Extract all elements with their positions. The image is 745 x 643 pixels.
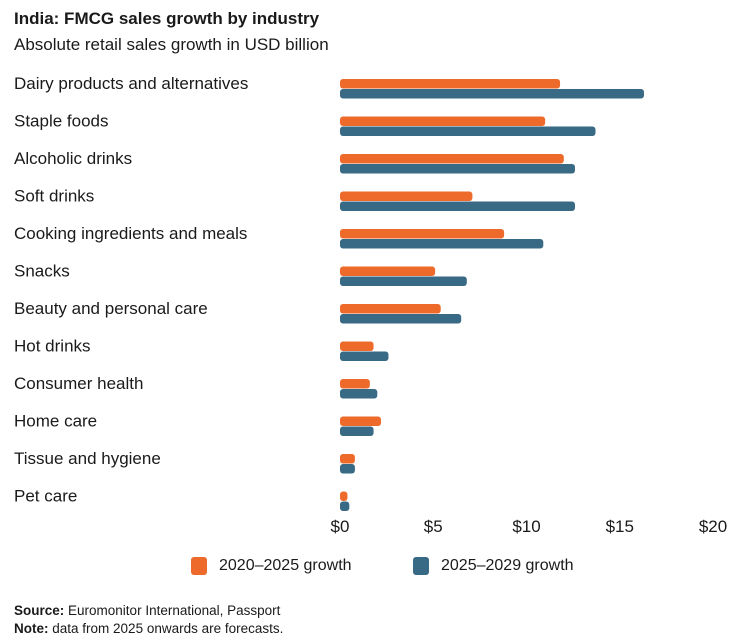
bar-beauty-and-personal-care-2025-2029 [340,314,462,324]
category-label-dairy-products-and-alternatives: Dairy products and alternatives [14,74,248,93]
note-label: Note: [14,621,49,636]
bar-soft-drinks-2020-2025 [340,191,473,201]
x-tick-label-15: $15 [606,517,634,536]
bar-home-care-2025-2029 [340,426,374,436]
bar-beauty-and-personal-care-2020-2025 [340,304,441,314]
category-label-consumer-health: Consumer health [14,374,143,393]
bar-dairy-products-and-alternatives-2025-2029 [340,89,644,99]
category-label-pet-care: Pet care [14,487,77,506]
legend-entry-2025-2029: 2025–2029 growth [413,557,574,575]
x-tick-label-10: $10 [512,517,540,536]
bar-staple-foods-2025-2029 [340,126,596,136]
bar-alcoholic-drinks-2025-2029 [340,164,575,174]
bar-cooking-ingredients-and-meals-2020-2025 [340,229,505,239]
note-text: data from 2025 onwards are forecasts. [52,621,284,636]
bar-pet-care-2020-2025 [340,491,348,501]
chart-subtitle: Absolute retail sales growth in USD bill… [14,35,329,54]
bar-tissue-and-hygiene-2020-2025 [340,454,355,464]
x-tick-label-5: $5 [424,517,443,536]
legend-label-2020-2025: 2020–2025 growth [219,557,352,574]
category-label-beauty-and-personal-care: Beauty and personal care [14,299,208,318]
category-label-soft-drinks: Soft drinks [14,187,94,206]
chart-title: India: FMCG sales growth by industry [14,9,320,28]
category-label-alcoholic-drinks: Alcoholic drinks [14,149,132,168]
bar-hot-drinks-2025-2029 [340,351,389,361]
bar-alcoholic-drinks-2020-2025 [340,154,564,164]
bar-tissue-and-hygiene-2025-2029 [340,464,355,474]
bar-staple-foods-2020-2025 [340,116,546,126]
bar-cooking-ingredients-and-meals-2025-2029 [340,239,544,249]
forecast-note: Note: data from 2025 onwards are forecas… [14,621,283,636]
bar-hot-drinks-2020-2025 [340,341,374,351]
bar-consumer-health-2020-2025 [340,379,370,389]
bar-snacks-2025-2029 [340,276,467,286]
category-label-hot-drinks: Hot drinks [14,337,91,356]
legend-swatch-2025-2029 [413,557,429,575]
category-label-staple-foods: Staple foods [14,112,109,131]
source-text: Euromonitor International, Passport [68,603,281,618]
bar-snacks-2020-2025 [340,266,436,276]
category-label-snacks: Snacks [14,262,70,281]
legend-label-2025-2029: 2025–2029 growth [441,557,574,574]
chart-plot: Dairy products and alternatives Staple fo… [14,74,727,536]
source-label: Source: [14,603,65,618]
x-tick-label-0: $0 [331,517,350,536]
x-tick-label-20: $20 [699,517,727,536]
category-label-home-care: Home care [14,412,97,431]
bar-dairy-products-and-alternatives-2020-2025 [340,79,561,89]
category-label-tissue-and-hygiene: Tissue and hygiene [14,449,161,468]
source-note: Source: Euromonitor International, Passp… [14,603,280,618]
legend-swatch-2020-2025 [191,557,207,575]
legend-entry-2020-2025: 2020–2025 growth [191,557,352,575]
bar-home-care-2020-2025 [340,416,382,426]
bar-consumer-health-2025-2029 [340,389,378,399]
bar-soft-drinks-2025-2029 [340,201,575,211]
category-label-cooking-ingredients-and-meals: Cooking ingredients and meals [14,224,247,243]
bar-pet-care-2025-2029 [340,501,350,511]
